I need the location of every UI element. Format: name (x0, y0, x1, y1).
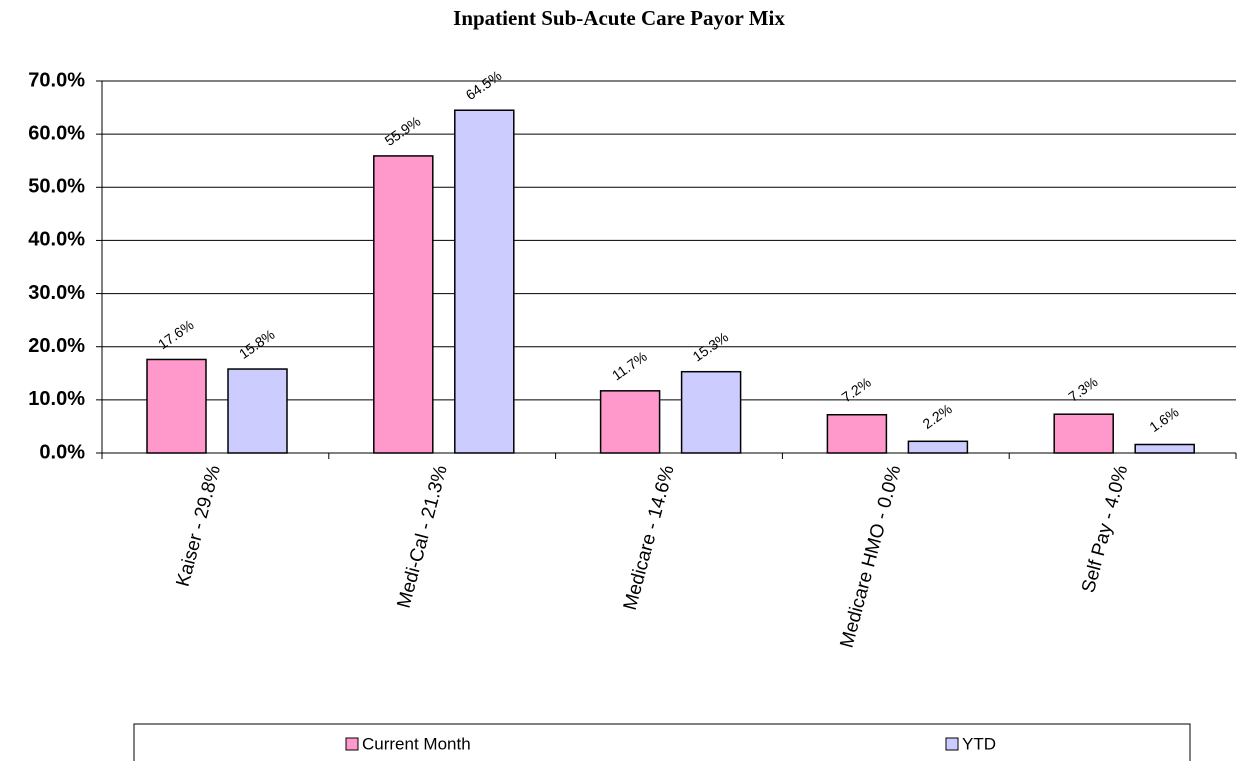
bar (454, 109, 515, 454)
legend-swatch (345, 737, 359, 751)
y-tick-label: 50.0% (28, 176, 85, 198)
bar (146, 358, 207, 454)
legend-box (133, 723, 1191, 761)
bar (1053, 413, 1114, 454)
y-tick-label: 0.0% (39, 441, 85, 463)
bar (227, 368, 288, 454)
chart-title: Inpatient Sub-Acute Care Payor Mix (453, 6, 785, 30)
legend-label: Current Month (362, 734, 471, 753)
x-tick-label: Medicare HMO - 0.0% (837, 463, 906, 650)
value-label: 55.9% (382, 113, 424, 149)
bar (826, 413, 888, 454)
value-label: 11.7% (609, 348, 650, 383)
value-label: 1.6% (1146, 404, 1181, 435)
value-label: 7.2% (838, 374, 873, 405)
y-tick-label: 40.0% (28, 229, 85, 251)
x-tick-label: Kaiser - 29.8% (173, 463, 226, 589)
bar (680, 370, 742, 454)
bar (599, 390, 661, 454)
legend-label: YTD (962, 734, 996, 753)
bar (1134, 443, 1195, 454)
value-label: 2.2% (919, 401, 954, 432)
y-tick-label: 30.0% (28, 282, 85, 304)
value-label: 64.5% (463, 67, 505, 103)
y-tick-label: 10.0% (28, 388, 85, 410)
legend-swatch (945, 737, 959, 751)
y-tick-label: 60.0% (28, 122, 85, 144)
value-label: 15.8% (236, 326, 278, 362)
bar (373, 155, 434, 454)
y-tick-label: 20.0% (28, 335, 85, 357)
x-tick-label: Medicare - 14.6% (620, 463, 679, 612)
x-tick-label: Medi-Cal - 21.3% (394, 463, 452, 610)
bar (907, 440, 969, 454)
y-tick-label: 70.0% (28, 69, 85, 91)
x-tick-label: Self Pay - 4.0% (1078, 463, 1132, 595)
